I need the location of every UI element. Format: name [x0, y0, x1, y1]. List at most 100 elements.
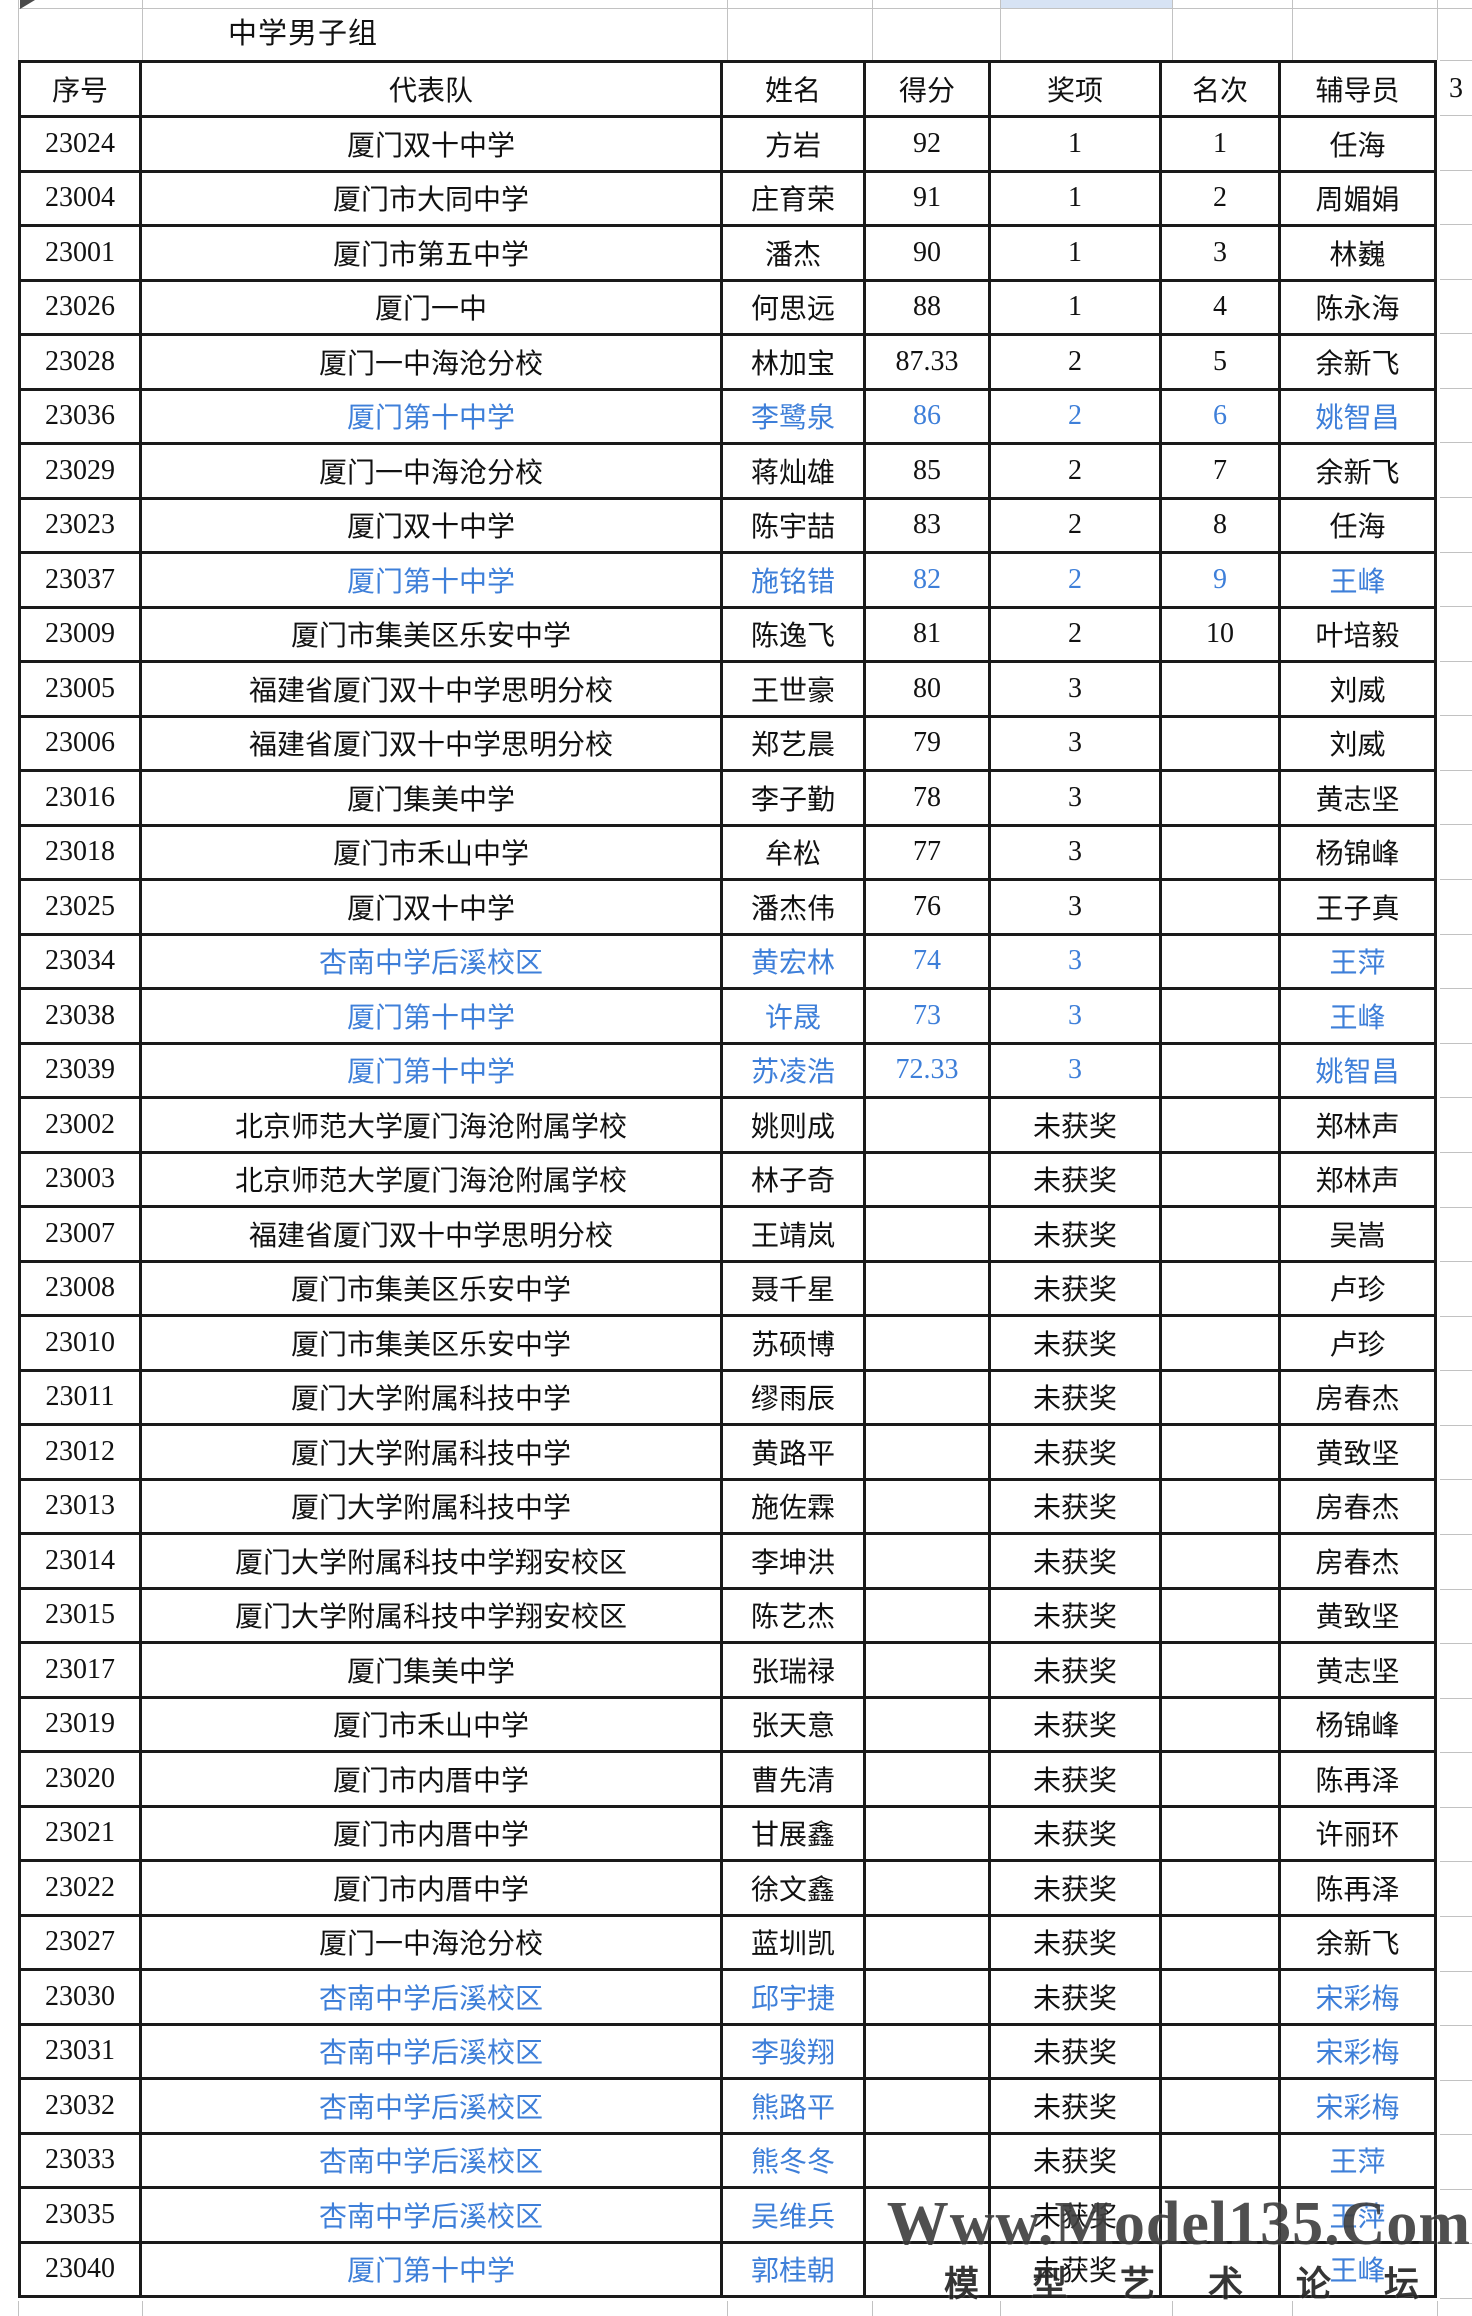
cell-team[interactable]: 厦门市内厝中学 [142, 1807, 720, 1859]
column-header-serial[interactable]: 序号 [21, 63, 139, 115]
cell-team[interactable]: 厦门一中海沧分校 [142, 445, 720, 497]
cell-serial[interactable]: 23005 [21, 663, 139, 715]
cell-rank[interactable] [1162, 1862, 1278, 1914]
cell-name[interactable]: 邱宇捷 [723, 1971, 863, 2023]
cell-advisor[interactable]: 卢珍 [1281, 1317, 1434, 1369]
cell-team[interactable]: 厦门市内厝中学 [142, 1862, 720, 1914]
cell-score[interactable]: 90 [866, 227, 988, 279]
column-header-name[interactable]: 姓名 [723, 63, 863, 115]
cell-score[interactable] [866, 2189, 988, 2241]
column-header-team[interactable]: 代表队 [142, 63, 720, 115]
column-header-score[interactable]: 得分 [866, 63, 988, 115]
cell-award[interactable]: 3 [991, 990, 1159, 1042]
cell-advisor[interactable]: 王萍 [1281, 2134, 1434, 2186]
cell-award[interactable]: 未获奖 [991, 1426, 1159, 1478]
cell-advisor[interactable]: 房春杰 [1281, 1371, 1434, 1423]
cell-advisor[interactable]: 杨锦峰 [1281, 1698, 1434, 1750]
cell-team[interactable]: 福建省厦门双十中学思明分校 [142, 1208, 720, 1260]
cell-rank[interactable] [1162, 2243, 1278, 2295]
cell-name[interactable]: 蒋灿雄 [723, 445, 863, 497]
cell-team[interactable]: 福建省厦门双十中学思明分校 [142, 717, 720, 769]
cell-advisor[interactable]: 吴嵩 [1281, 1208, 1434, 1260]
cell-serial[interactable]: 23002 [21, 1099, 139, 1151]
column-header-rank[interactable]: 名次 [1162, 63, 1278, 115]
cell-rank[interactable] [1162, 1916, 1278, 1968]
cell-name[interactable]: 李坤洪 [723, 1535, 863, 1587]
cell-team[interactable]: 福建省厦门双十中学思明分校 [142, 663, 720, 715]
cell-award[interactable]: 2 [991, 336, 1159, 388]
cell-name[interactable]: 张天意 [723, 1698, 863, 1750]
cell-name[interactable]: 陈宇喆 [723, 499, 863, 551]
cell-team[interactable]: 厦门市内厝中学 [142, 1753, 720, 1805]
cell-advisor[interactable]: 王萍 [1281, 2189, 1434, 2241]
cell-award[interactable]: 3 [991, 935, 1159, 987]
cell-rank[interactable] [1162, 1262, 1278, 1314]
cell-name[interactable]: 李子勤 [723, 772, 863, 824]
cell-serial[interactable]: 23011 [21, 1371, 139, 1423]
cell-team[interactable]: 厦门第十中学 [142, 554, 720, 606]
cell-name[interactable]: 何思远 [723, 281, 863, 333]
cell-name[interactable]: 潘杰伟 [723, 881, 863, 933]
cell-team[interactable]: 厦门市禾山中学 [142, 826, 720, 878]
cell-serial[interactable]: 23007 [21, 1208, 139, 1260]
cell-rank[interactable]: 5 [1162, 336, 1278, 388]
cell-name[interactable]: 姚则成 [723, 1099, 863, 1151]
cell-advisor[interactable]: 余新飞 [1281, 336, 1434, 388]
cell-score[interactable] [866, 1371, 988, 1423]
cell-score[interactable] [866, 1099, 988, 1151]
cell-name[interactable]: 甘展鑫 [723, 1807, 863, 1859]
cell-award[interactable]: 未获奖 [991, 1698, 1159, 1750]
cell-advisor[interactable]: 黄致坚 [1281, 1426, 1434, 1478]
cell-rank[interactable] [1162, 1753, 1278, 1805]
cell-advisor[interactable]: 陈再泽 [1281, 1862, 1434, 1914]
cell-rank[interactable]: 10 [1162, 608, 1278, 660]
cell-score[interactable]: 76 [866, 881, 988, 933]
cell-score[interactable] [866, 1262, 988, 1314]
cell-team[interactable]: 厦门第十中学 [142, 990, 720, 1042]
cell-team[interactable]: 厦门市禾山中学 [142, 1698, 720, 1750]
cell-score[interactable]: 73 [866, 990, 988, 1042]
cell-award[interactable]: 未获奖 [991, 1644, 1159, 1696]
cell-advisor[interactable]: 郑林声 [1281, 1153, 1434, 1205]
cell-name[interactable]: 缪雨辰 [723, 1371, 863, 1423]
cell-award[interactable]: 未获奖 [991, 1371, 1159, 1423]
cell-team[interactable]: 杏南中学后溪校区 [142, 2025, 720, 2077]
cell-score[interactable] [866, 1862, 988, 1914]
cell-rank[interactable] [1162, 1589, 1278, 1641]
cell-advisor[interactable]: 卢珍 [1281, 1262, 1434, 1314]
cell-serial[interactable]: 23009 [21, 608, 139, 660]
cell-award[interactable]: 未获奖 [991, 2243, 1159, 2295]
cell-award[interactable]: 未获奖 [991, 1262, 1159, 1314]
cell-advisor[interactable]: 余新飞 [1281, 445, 1434, 497]
cell-serial[interactable]: 23024 [21, 118, 139, 170]
cell-score[interactable]: 78 [866, 772, 988, 824]
cell-rank[interactable]: 2 [1162, 172, 1278, 224]
cell-award[interactable]: 1 [991, 118, 1159, 170]
cell-score[interactable]: 72.33 [866, 1044, 988, 1096]
cell-rank[interactable] [1162, 1644, 1278, 1696]
column-header-award[interactable]: 奖项 [991, 63, 1159, 115]
cell-advisor[interactable]: 许丽环 [1281, 1807, 1434, 1859]
cell-advisor[interactable]: 宋彩梅 [1281, 1971, 1434, 2023]
cell-award[interactable]: 未获奖 [991, 1971, 1159, 2023]
cell-team[interactable]: 杏南中学后溪校区 [142, 1971, 720, 2023]
cell-team[interactable]: 厦门集美中学 [142, 1644, 720, 1696]
cell-name[interactable]: 陈逸飞 [723, 608, 863, 660]
cell-rank[interactable]: 1 [1162, 118, 1278, 170]
column-header-advisor[interactable]: 辅导员 [1281, 63, 1434, 115]
selected-cell-highlight[interactable] [1000, 0, 1172, 8]
cell-name[interactable]: 牟松 [723, 826, 863, 878]
cell-rank[interactable] [1162, 1153, 1278, 1205]
cell-advisor[interactable]: 房春杰 [1281, 1535, 1434, 1587]
cell-name[interactable]: 潘杰 [723, 227, 863, 279]
cell-name[interactable]: 郑艺晨 [723, 717, 863, 769]
cell-award[interactable]: 未获奖 [991, 1480, 1159, 1532]
cell-award[interactable]: 未获奖 [991, 1099, 1159, 1151]
cell-team[interactable]: 厦门双十中学 [142, 118, 720, 170]
cell-rank[interactable] [1162, 2080, 1278, 2132]
cell-award[interactable]: 2 [991, 499, 1159, 551]
cell-serial[interactable]: 23031 [21, 2025, 139, 2077]
cell-serial[interactable]: 23034 [21, 935, 139, 987]
cell-award[interactable]: 未获奖 [991, 1317, 1159, 1369]
cell-rank[interactable] [1162, 1317, 1278, 1369]
